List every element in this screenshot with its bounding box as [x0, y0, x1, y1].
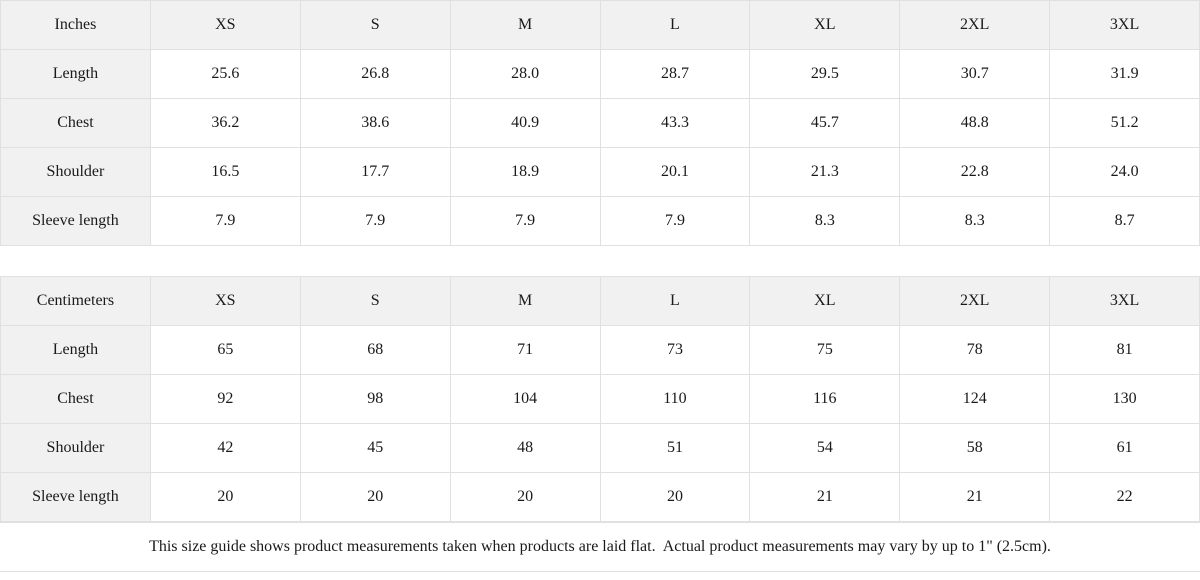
measurement-cell: 98	[299, 374, 451, 424]
unit-header-cell: Centimeters	[0, 276, 151, 326]
table-row: Shoulder 42 45 48 51 54 58 61	[0, 423, 1200, 473]
measurement-cell: 18.9	[449, 147, 601, 197]
measurement-cell: 20.1	[599, 147, 751, 197]
table-header-row: Centimeters XS S M L XL 2XL 3XL	[0, 276, 1200, 326]
table-row: Sleeve length 7.9 7.9 7.9 7.9 8.3 8.3 8.…	[0, 196, 1200, 246]
measurement-cell: 17.7	[299, 147, 451, 197]
size-header-cell: 3XL	[1049, 0, 1200, 50]
row-label-cell: Sleeve length	[0, 196, 151, 246]
size-header-cell: L	[599, 276, 751, 326]
table-spacer	[0, 246, 1200, 276]
unit-header-cell: Inches	[0, 0, 151, 50]
table-row: Chest 92 98 104 110 116 124 130	[0, 374, 1200, 424]
table-row: Shoulder 16.5 17.7 18.9 20.1 21.3 22.8 2…	[0, 147, 1200, 197]
measurement-cell: 25.6	[149, 49, 301, 99]
measurement-cell: 20	[449, 472, 601, 522]
measurement-cell: 16.5	[149, 147, 301, 197]
measurement-cell: 26.8	[299, 49, 451, 99]
row-label-cell: Sleeve length	[0, 472, 151, 522]
measurement-cell: 104	[449, 374, 601, 424]
measurement-cell: 110	[599, 374, 751, 424]
measurement-cell: 28.7	[599, 49, 751, 99]
measurement-cell: 20	[599, 472, 751, 522]
measurement-cell: 7.9	[599, 196, 751, 246]
measurement-cell: 24.0	[1049, 147, 1200, 197]
measurement-cell: 73	[599, 325, 751, 375]
measurement-cell: 20	[149, 472, 301, 522]
measurement-cell: 58	[899, 423, 1051, 473]
measurement-cell: 28.0	[449, 49, 601, 99]
table-row: Sleeve length 20 20 20 20 21 21 22	[0, 472, 1200, 522]
measurement-cell: 43.3	[599, 98, 751, 148]
measurement-cell: 51.2	[1049, 98, 1200, 148]
size-header-cell: 2XL	[899, 276, 1051, 326]
row-label-cell: Shoulder	[0, 423, 151, 473]
size-header-cell: XL	[749, 276, 901, 326]
size-header-cell: S	[299, 276, 451, 326]
row-label-cell: Chest	[0, 374, 151, 424]
measurement-cell: 7.9	[299, 196, 451, 246]
table-row: Chest 36.2 38.6 40.9 43.3 45.7 48.8 51.2	[0, 98, 1200, 148]
measurement-cell: 29.5	[749, 49, 901, 99]
measurement-cell: 81	[1049, 325, 1200, 375]
measurement-cell: 8.7	[1049, 196, 1200, 246]
measurement-cell: 38.6	[299, 98, 451, 148]
measurement-cell: 116	[749, 374, 901, 424]
measurement-cell: 51	[599, 423, 751, 473]
inches-table: Inches XS S M L XL 2XL 3XL Length 25.6 2…	[0, 0, 1200, 246]
measurement-cell: 61	[1049, 423, 1200, 473]
measurement-cell: 65	[149, 325, 301, 375]
measurement-cell: 40.9	[449, 98, 601, 148]
row-label-cell: Shoulder	[0, 147, 151, 197]
measurement-cell: 45.7	[749, 98, 901, 148]
size-header-cell: 2XL	[899, 0, 1051, 50]
measurement-cell: 22	[1049, 472, 1200, 522]
measurement-cell: 7.9	[149, 196, 301, 246]
size-header-cell: XS	[149, 0, 301, 50]
measurement-cell: 130	[1049, 374, 1200, 424]
measurement-cell: 78	[899, 325, 1051, 375]
measurement-cell: 7.9	[449, 196, 601, 246]
centimeters-table: Centimeters XS S M L XL 2XL 3XL Length 6…	[0, 276, 1200, 522]
measurement-cell: 21	[899, 472, 1051, 522]
size-header-cell: S	[299, 0, 451, 50]
size-header-cell: M	[449, 276, 601, 326]
measurement-cell: 48.8	[899, 98, 1051, 148]
measurement-cell: 75	[749, 325, 901, 375]
measurement-cell: 48	[449, 423, 601, 473]
row-label-cell: Length	[0, 325, 151, 375]
size-header-cell: XL	[749, 0, 901, 50]
measurement-cell: 42	[149, 423, 301, 473]
table-row: Length 65 68 71 73 75 78 81	[0, 325, 1200, 375]
row-label-cell: Chest	[0, 98, 151, 148]
measurement-cell: 21	[749, 472, 901, 522]
table-header-row: Inches XS S M L XL 2XL 3XL	[0, 0, 1200, 50]
measurement-cell: 124	[899, 374, 1051, 424]
measurement-cell: 20	[299, 472, 451, 522]
measurement-cell: 31.9	[1049, 49, 1200, 99]
measurement-cell: 21.3	[749, 147, 901, 197]
size-header-cell: XS	[149, 276, 301, 326]
measurement-cell: 54	[749, 423, 901, 473]
measurement-cell: 71	[449, 325, 601, 375]
size-header-cell: L	[599, 0, 751, 50]
size-header-cell: M	[449, 0, 601, 50]
size-header-cell: 3XL	[1049, 276, 1200, 326]
measurement-cell: 30.7	[899, 49, 1051, 99]
measurement-cell: 8.3	[749, 196, 901, 246]
measurement-cell: 36.2	[149, 98, 301, 148]
measurement-cell: 8.3	[899, 196, 1051, 246]
size-guide-note: This size guide shows product measuremen…	[0, 522, 1200, 572]
measurement-cell: 68	[299, 325, 451, 375]
table-row: Length 25.6 26.8 28.0 28.7 29.5 30.7 31.…	[0, 49, 1200, 99]
measurement-cell: 92	[149, 374, 301, 424]
measurement-cell: 45	[299, 423, 451, 473]
measurement-cell: 22.8	[899, 147, 1051, 197]
row-label-cell: Length	[0, 49, 151, 99]
